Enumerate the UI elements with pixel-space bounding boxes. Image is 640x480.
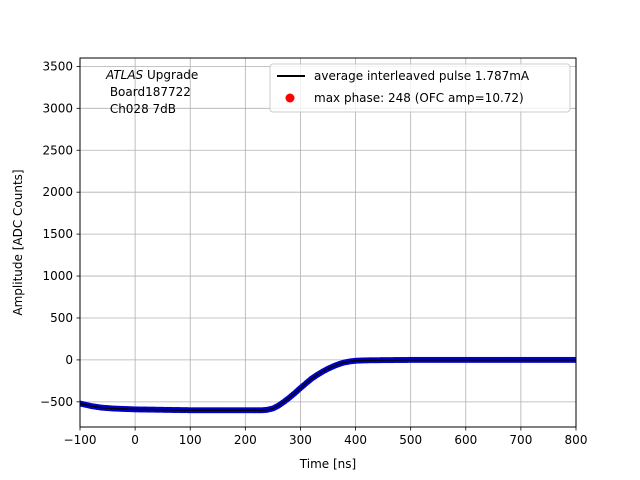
y-tick-label: 500 (50, 311, 73, 325)
legend-label-pulse: average interleaved pulse 1.787mA (314, 69, 530, 83)
x-tick-label: 700 (509, 433, 532, 447)
y-tick-label: 0 (65, 353, 73, 367)
y-tick-label: 3000 (42, 101, 73, 115)
x-tick-label: 0 (131, 433, 139, 447)
y-tick-label: 2500 (42, 143, 73, 157)
legend-marker-swatch (285, 93, 295, 103)
series-line-pulse (80, 359, 576, 411)
annotation-line-2: Board187722 (106, 85, 191, 99)
x-axis-title: Time [ns] (299, 457, 356, 471)
y-tick-label: −500 (40, 395, 73, 409)
series-layer (80, 356, 576, 414)
x-tick-label: 400 (344, 433, 367, 447)
series-clip-group (80, 356, 576, 414)
plot-frame (79, 57, 577, 428)
x-tick-label: 200 (234, 433, 257, 447)
annotation-line-3: Ch028 7dB (106, 102, 176, 116)
annotation-atlas: ATLAS (105, 68, 144, 82)
annotation-upgrade: Upgrade (143, 68, 198, 82)
y-tick-label: 2000 (42, 185, 73, 199)
x-tick-label: 500 (399, 433, 422, 447)
atlas-annotation: ATLAS Upgrade Board187722 Ch028 7dB (105, 68, 198, 116)
y-tick-label: 1000 (42, 269, 73, 283)
x-tick-label: 300 (289, 433, 312, 447)
x-axis-ticks: −100 0 100 200 300 400 500 600 700 800 (64, 427, 588, 447)
legend: average interleaved pulse 1.787mA max ph… (269, 63, 571, 113)
legend-label-max-phase: max phase: 248 (OFC amp=10.72) (314, 91, 524, 105)
series-points (80, 356, 576, 414)
y-axis-title: Amplitude [ADC Counts] (11, 169, 25, 315)
annotation-line-1: ATLAS Upgrade (105, 68, 198, 82)
legend-box (269, 63, 571, 113)
x-tick-label: 800 (565, 433, 588, 447)
y-tick-label: 1500 (42, 227, 73, 241)
y-axis-ticks: −500 0 500 1000 1500 2000 2500 3000 3500 (40, 59, 80, 409)
x-tick-label: −100 (64, 433, 97, 447)
x-tick-label: 100 (179, 433, 202, 447)
x-tick-label: 600 (454, 433, 477, 447)
y-tick-label: 3500 (42, 59, 73, 73)
